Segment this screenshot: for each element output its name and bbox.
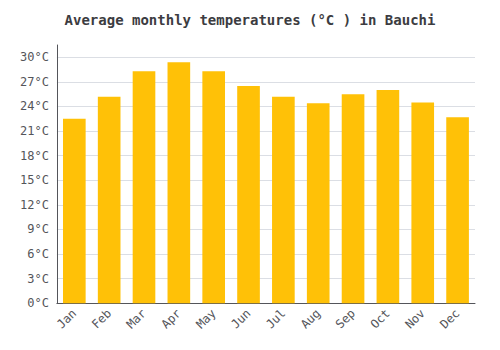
svg-text:Apr: Apr: [159, 306, 184, 331]
svg-text:May: May: [193, 306, 218, 331]
svg-text:18°C: 18°C: [20, 149, 49, 163]
svg-text:Jul: Jul: [263, 306, 288, 331]
svg-text:21°C: 21°C: [20, 124, 49, 138]
svg-text:3°C: 3°C: [27, 272, 49, 286]
svg-text:Mar: Mar: [124, 306, 149, 331]
svg-text:Aug: Aug: [298, 306, 323, 331]
svg-text:Nov: Nov: [402, 306, 427, 331]
svg-text:15°C: 15°C: [20, 173, 49, 187]
svg-text:Jun: Jun: [228, 306, 253, 331]
svg-text:Dec: Dec: [437, 306, 462, 331]
svg-text:Average monthly temperatures (: Average monthly temperatures (°C ) in Ba…: [65, 12, 436, 28]
svg-text:9°C: 9°C: [27, 222, 49, 236]
svg-text:30°C: 30°C: [20, 50, 49, 64]
svg-text:27°C: 27°C: [20, 75, 49, 89]
svg-text:12°C: 12°C: [20, 198, 49, 212]
svg-text:6°C: 6°C: [27, 247, 49, 261]
svg-text:Sep: Sep: [333, 306, 358, 331]
svg-text:Oct: Oct: [368, 306, 393, 331]
svg-text:0°C: 0°C: [27, 296, 49, 310]
svg-text:Feb: Feb: [89, 306, 114, 331]
svg-text:24°C: 24°C: [20, 99, 49, 113]
svg-text:Jan: Jan: [54, 306, 79, 331]
